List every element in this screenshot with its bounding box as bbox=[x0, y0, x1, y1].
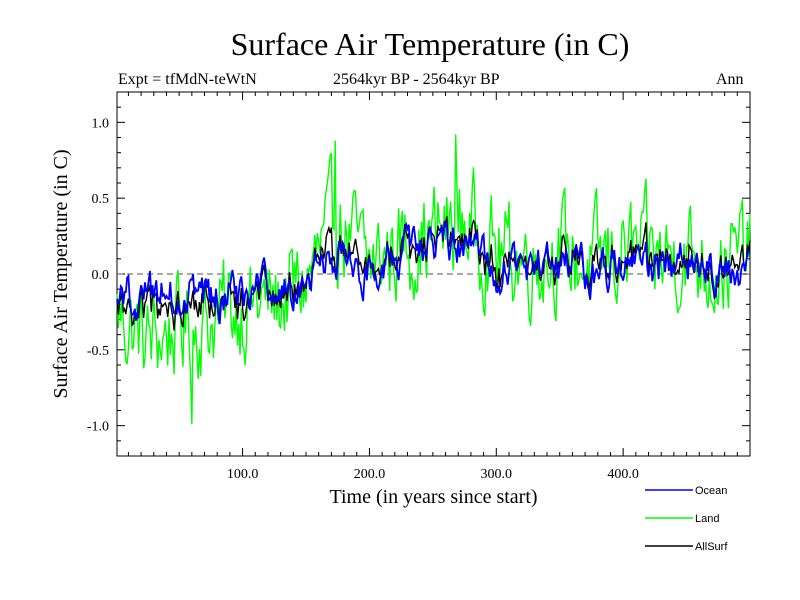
y-tick-label: -0.5 bbox=[87, 344, 109, 359]
legend-label-allsurf: AllSurf bbox=[695, 541, 728, 553]
legend-label-ocean: Ocean bbox=[695, 485, 727, 497]
period-label: 2564kyr BP - 2564kyr BP bbox=[333, 71, 500, 88]
x-ticks: 100.0 200.0 300.0 400.0 bbox=[127, 92, 738, 482]
x-axis-label: Time (in years since start) bbox=[329, 486, 537, 508]
y-axis-label: Surface Air Temperature (in C) bbox=[50, 149, 72, 398]
legend: Ocean Land AllSurf bbox=[645, 485, 728, 553]
y-ticks: -1.0 -0.5 0.0 0.5 1.0 bbox=[87, 106, 750, 442]
chart-title: Surface Air Temperature (in C) bbox=[230, 26, 630, 62]
series-line-land bbox=[116, 134, 751, 425]
x-tick-label: 100.0 bbox=[227, 467, 259, 482]
series-line-allsurf bbox=[116, 216, 751, 331]
season-label: Ann bbox=[716, 71, 744, 88]
y-tick-label: 0.0 bbox=[92, 268, 110, 283]
legend-label-land: Land bbox=[695, 513, 719, 525]
y-tick-label: -1.0 bbox=[87, 420, 109, 435]
x-tick-label: 200.0 bbox=[354, 467, 386, 482]
experiment-label: Expt = tfMdN-teWtN bbox=[118, 71, 257, 88]
y-tick-label: 0.5 bbox=[92, 192, 110, 207]
x-tick-label: 400.0 bbox=[607, 467, 639, 482]
y-tick-label: 1.0 bbox=[92, 116, 110, 131]
series-line-ocean bbox=[116, 219, 751, 325]
x-tick-label: 300.0 bbox=[481, 467, 513, 482]
series-group bbox=[116, 134, 751, 425]
